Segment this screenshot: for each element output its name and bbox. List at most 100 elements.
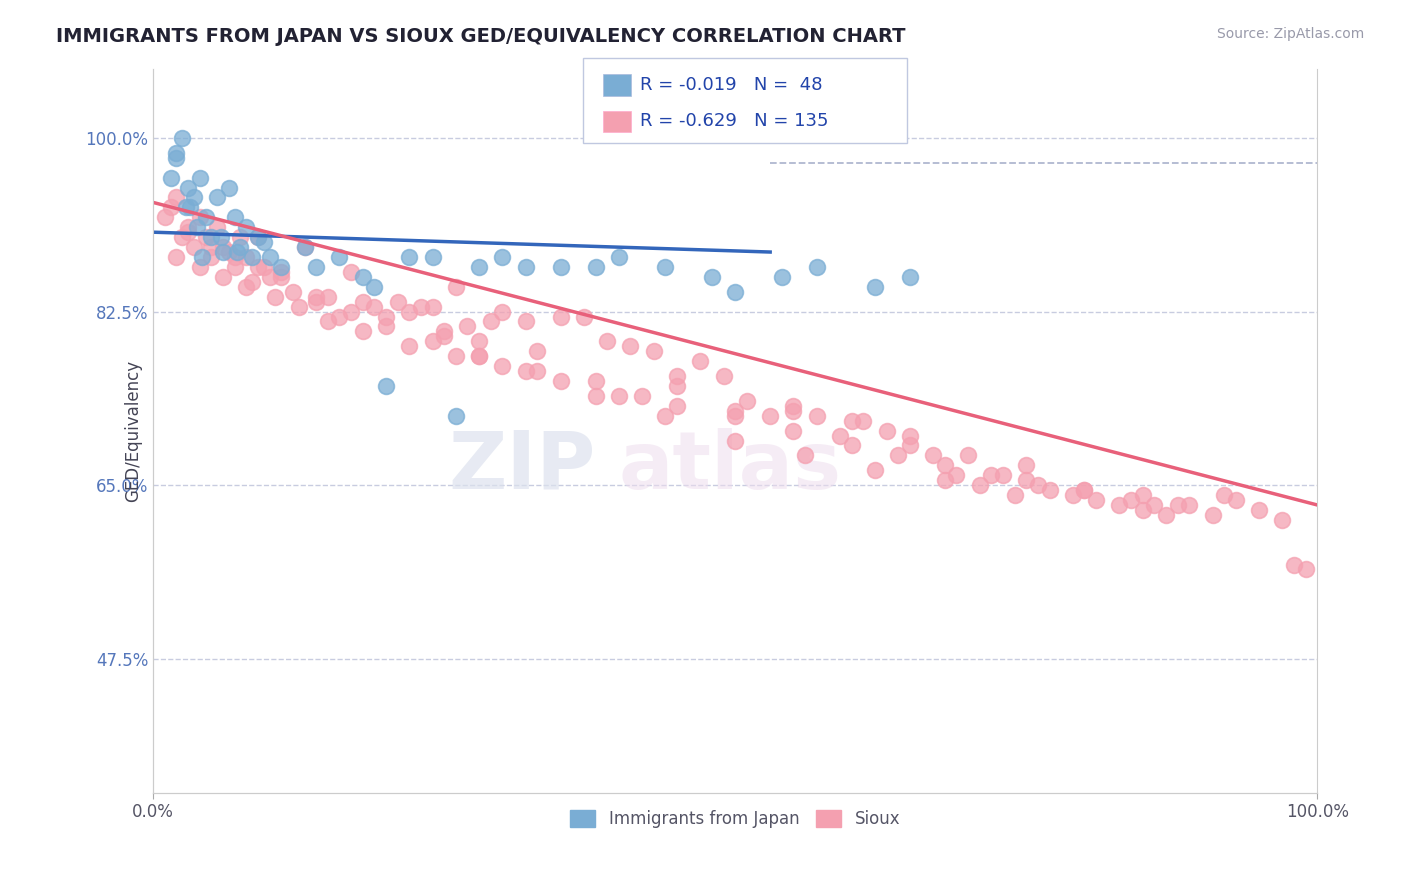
- Text: R = -0.629   N = 135: R = -0.629 N = 135: [640, 112, 828, 130]
- Text: ZIP: ZIP: [449, 428, 596, 506]
- Point: [191, 250, 214, 264]
- Point: [515, 260, 537, 274]
- Point: [259, 250, 281, 264]
- Point: [328, 250, 350, 264]
- Point: [240, 275, 263, 289]
- Point: [689, 354, 711, 368]
- Point: [643, 344, 665, 359]
- Point: [183, 190, 205, 204]
- Point: [188, 170, 211, 185]
- Point: [631, 389, 654, 403]
- Point: [270, 265, 292, 279]
- Point: [352, 294, 374, 309]
- Point: [253, 235, 276, 249]
- Point: [1132, 488, 1154, 502]
- Point: [724, 403, 747, 417]
- Point: [205, 190, 228, 204]
- Point: [177, 180, 200, 194]
- Point: [172, 230, 194, 244]
- Point: [174, 201, 197, 215]
- Point: [782, 403, 804, 417]
- Point: [194, 211, 217, 225]
- Point: [200, 240, 222, 254]
- Text: atlas: atlas: [619, 428, 842, 506]
- Point: [209, 230, 232, 244]
- Point: [177, 220, 200, 235]
- Point: [782, 424, 804, 438]
- Text: Source: ZipAtlas.com: Source: ZipAtlas.com: [1216, 27, 1364, 41]
- Point: [969, 478, 991, 492]
- Point: [165, 151, 187, 165]
- Point: [550, 374, 572, 388]
- Point: [1178, 498, 1201, 512]
- Point: [596, 334, 619, 349]
- Point: [305, 260, 328, 274]
- Point: [724, 409, 747, 423]
- Point: [305, 290, 328, 304]
- Point: [491, 304, 513, 318]
- Point: [934, 458, 956, 473]
- Point: [724, 285, 747, 299]
- Point: [352, 269, 374, 284]
- Point: [183, 240, 205, 254]
- Point: [398, 304, 420, 318]
- Point: [572, 310, 595, 324]
- Text: IMMIGRANTS FROM JAPAN VS SIOUX GED/EQUIVALENCY CORRELATION CHART: IMMIGRANTS FROM JAPAN VS SIOUX GED/EQUIV…: [56, 27, 905, 45]
- Point: [264, 290, 287, 304]
- Point: [159, 170, 181, 185]
- Point: [876, 424, 898, 438]
- Point: [1143, 498, 1166, 512]
- Point: [922, 449, 945, 463]
- Point: [328, 310, 350, 324]
- Point: [340, 265, 363, 279]
- Point: [294, 240, 316, 254]
- Point: [619, 339, 641, 353]
- Point: [352, 325, 374, 339]
- Point: [887, 449, 910, 463]
- Point: [179, 201, 201, 215]
- Point: [828, 428, 851, 442]
- Point: [782, 399, 804, 413]
- Point: [194, 230, 217, 244]
- Legend: Immigrants from Japan, Sioux: Immigrants from Japan, Sioux: [564, 804, 907, 835]
- Point: [224, 260, 246, 274]
- Point: [550, 260, 572, 274]
- Point: [666, 399, 689, 413]
- Point: [550, 310, 572, 324]
- Point: [398, 339, 420, 353]
- Point: [188, 211, 211, 225]
- Point: [468, 349, 491, 363]
- Point: [287, 300, 309, 314]
- Point: [479, 314, 502, 328]
- Point: [863, 463, 886, 477]
- Point: [934, 473, 956, 487]
- Point: [1295, 562, 1317, 576]
- Point: [235, 250, 257, 264]
- Point: [1015, 458, 1038, 473]
- Point: [165, 250, 187, 264]
- Point: [218, 180, 240, 194]
- Point: [1026, 478, 1049, 492]
- Point: [177, 225, 200, 239]
- Point: [235, 220, 257, 235]
- Point: [991, 468, 1014, 483]
- Point: [229, 230, 252, 244]
- Point: [1062, 488, 1084, 502]
- Point: [806, 409, 828, 423]
- Point: [980, 468, 1002, 483]
- Point: [666, 379, 689, 393]
- Point: [898, 438, 921, 452]
- Point: [468, 334, 491, 349]
- Point: [724, 434, 747, 448]
- Text: R = -0.019   N =  48: R = -0.019 N = 48: [640, 76, 823, 94]
- Point: [422, 250, 444, 264]
- Point: [654, 260, 676, 274]
- Point: [945, 468, 967, 483]
- Point: [1119, 493, 1142, 508]
- Point: [218, 245, 240, 260]
- Point: [607, 389, 630, 403]
- Point: [1271, 513, 1294, 527]
- Point: [898, 428, 921, 442]
- Point: [444, 409, 467, 423]
- Point: [159, 201, 181, 215]
